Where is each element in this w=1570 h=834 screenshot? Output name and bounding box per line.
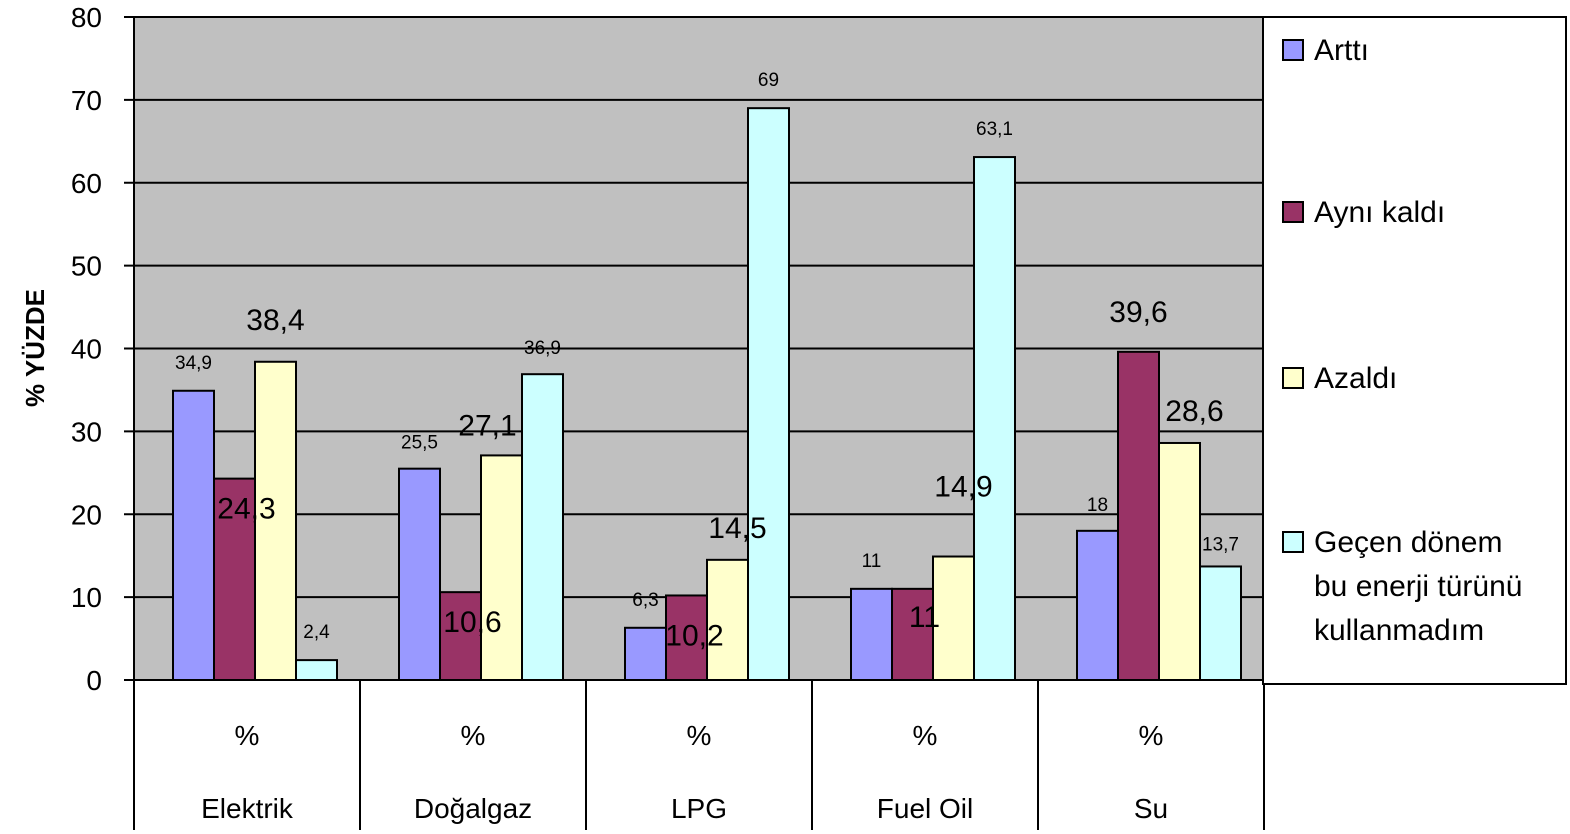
- bar: [254, 360, 297, 681]
- x-category-unit: %: [687, 720, 712, 751]
- bar: [398, 467, 441, 682]
- data-label: 14,5: [708, 512, 766, 545]
- y-tick-label: 60: [71, 168, 102, 199]
- y-tick-label: 80: [71, 2, 102, 33]
- bar: [973, 156, 1016, 681]
- data-label: 69: [758, 70, 779, 91]
- y-axis-label: % YÜZDE: [20, 289, 50, 407]
- bar: [521, 373, 564, 681]
- data-label: 34,9: [175, 353, 212, 374]
- bar: [1117, 350, 1160, 681]
- legend-label: Aynı kaldı: [1314, 196, 1445, 229]
- legend-swatch: [1282, 531, 1304, 553]
- x-category-label: Elektrik: [201, 793, 294, 824]
- legend-label: Azaldı: [1314, 362, 1397, 395]
- data-label: 14,9: [934, 471, 992, 504]
- x-category-label: Su: [1134, 793, 1168, 824]
- bar: [295, 659, 338, 681]
- data-label: 6,3: [632, 590, 658, 611]
- data-label: 38,4: [246, 304, 304, 337]
- y-tick-label: 30: [71, 416, 102, 447]
- x-category-label: Doğalgaz: [414, 793, 532, 824]
- x-category-unit: %: [913, 720, 938, 751]
- bar: [747, 107, 790, 682]
- x-category-unit: %: [235, 720, 260, 751]
- y-tick-label: 0: [86, 665, 102, 696]
- bar: [1076, 529, 1119, 682]
- bar: [624, 626, 667, 682]
- legend-swatch: [1282, 201, 1304, 223]
- legend-label: kullanmadım: [1314, 614, 1484, 647]
- y-tick-label: 50: [71, 251, 102, 282]
- data-labels: 34,9 25,5 6,3 11 18 24,3 10,6 10,2 11 39,6 38,4 27,…: [175, 70, 1239, 652]
- data-label: 36,9: [524, 338, 561, 359]
- gridlines: [134, 98, 1264, 599]
- bars: [172, 107, 1242, 682]
- legend-box: [1262, 16, 1567, 685]
- data-label: 13,7: [1202, 534, 1239, 555]
- y-tick-label: 20: [71, 499, 102, 530]
- data-label: 11: [862, 551, 882, 572]
- data-label: 27,1: [458, 409, 516, 442]
- data-label: 10,6: [443, 606, 501, 639]
- legend: Arttı Aynı kaldı Azaldı Geçen dönem bu enerj…: [1262, 16, 1567, 685]
- data-label: 25,5: [401, 433, 438, 454]
- x-category-unit: %: [1139, 720, 1164, 751]
- bar: [172, 389, 215, 681]
- legend-label: bu enerji türünü: [1314, 570, 1522, 603]
- legend-label: Arttı: [1314, 34, 1369, 67]
- bar: [1199, 565, 1242, 681]
- data-label: 2,4: [303, 622, 330, 643]
- data-label: 24,3: [217, 493, 275, 526]
- legend-swatch: [1282, 367, 1304, 389]
- data-label: 39,6: [1109, 296, 1167, 329]
- y-tick-label: 10: [71, 582, 102, 613]
- data-label: 10,2: [665, 619, 723, 652]
- x-category-label: Fuel Oil: [877, 793, 973, 824]
- y-tick-label: 40: [71, 334, 102, 365]
- x-category-unit: %: [461, 720, 486, 751]
- bar: [706, 558, 749, 681]
- bar: [850, 587, 893, 682]
- legend-swatch: [1282, 39, 1304, 61]
- legend-label: Geçen dönem: [1314, 526, 1502, 559]
- data-label: 11: [909, 601, 940, 634]
- y-axis: 0 10 20 30 40 50 60 70 80: [71, 2, 135, 696]
- bar: [480, 454, 523, 681]
- x-category-label: LPG: [671, 793, 727, 824]
- data-label: 28,6: [1165, 395, 1223, 428]
- data-label: 18: [1087, 495, 1108, 516]
- y-tick-label: 70: [71, 85, 102, 116]
- bar: [1158, 441, 1201, 682]
- data-label: 63,1: [976, 119, 1013, 140]
- x-axis: % Elektrik% Doğalgaz% LPG% Fuel Oil% Su: [133, 679, 1265, 830]
